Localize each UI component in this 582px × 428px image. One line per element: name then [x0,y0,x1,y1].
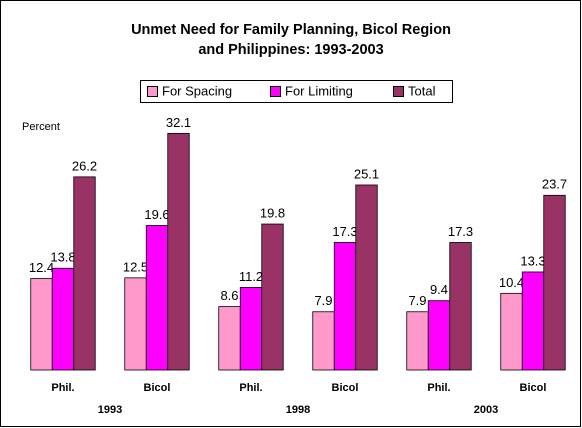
bar [261,223,284,371]
data-label: 17.3 [332,224,357,239]
bar [406,311,429,371]
legend-label: For Limiting [285,83,353,98]
x-tick-label: Bicol [332,382,359,394]
data-label: 11.2 [239,269,263,284]
data-label: 32.1 [166,115,191,130]
bar [73,176,96,371]
bar [333,242,357,371]
chart-title: and Philippines: 1993-2003 [198,42,383,58]
bar [30,278,53,371]
bar [312,311,335,371]
x-tick-label: Phil. [51,382,74,394]
y-axis-label: Percent [22,121,60,133]
bar [218,306,241,371]
x-group-label: 1993 [98,404,122,416]
x-group-label: 1998 [286,404,310,416]
data-label: 17.3 [448,224,473,239]
legend-swatch [147,86,158,97]
data-label: 23.7 [542,177,567,192]
data-label: 10.4 [499,275,524,290]
bar [167,132,190,371]
bar [145,225,169,371]
x-tick-label: Bicol [144,382,171,394]
legend-swatch [270,86,281,97]
bar [51,267,75,371]
data-label: 13.8 [50,250,75,265]
data-label: 12.4 [29,260,54,275]
x-tick-label: Phil. [427,382,450,394]
data-label: 8.6 [220,288,238,303]
data-label: 7.9 [408,293,426,308]
x-group-label: 2003 [474,404,498,416]
bar [543,194,566,371]
data-label: 25.1 [354,166,379,181]
legend-swatch [393,86,404,97]
data-label: 19.6 [144,207,169,222]
bar [355,184,378,371]
bar [239,287,263,371]
bar [500,292,523,371]
data-label: 13.3 [520,253,545,268]
bar [124,277,147,371]
data-label: 7.9 [314,293,332,308]
bar [449,242,472,371]
data-label: 19.8 [260,205,285,220]
x-tick-label: Phil. [239,382,262,394]
bar [521,271,545,371]
data-label: 12.5 [123,259,148,274]
chart-title: Unmet Need for Family Planning, Bicol Re… [131,22,451,38]
data-label: 26.2 [72,158,97,173]
legend-label: For Spacing [162,83,232,98]
bar [427,300,451,371]
data-label: 9.4 [430,282,448,297]
legend-label: Total [408,83,436,98]
x-tick-label: Bicol [520,382,547,394]
legend-box [140,80,453,103]
